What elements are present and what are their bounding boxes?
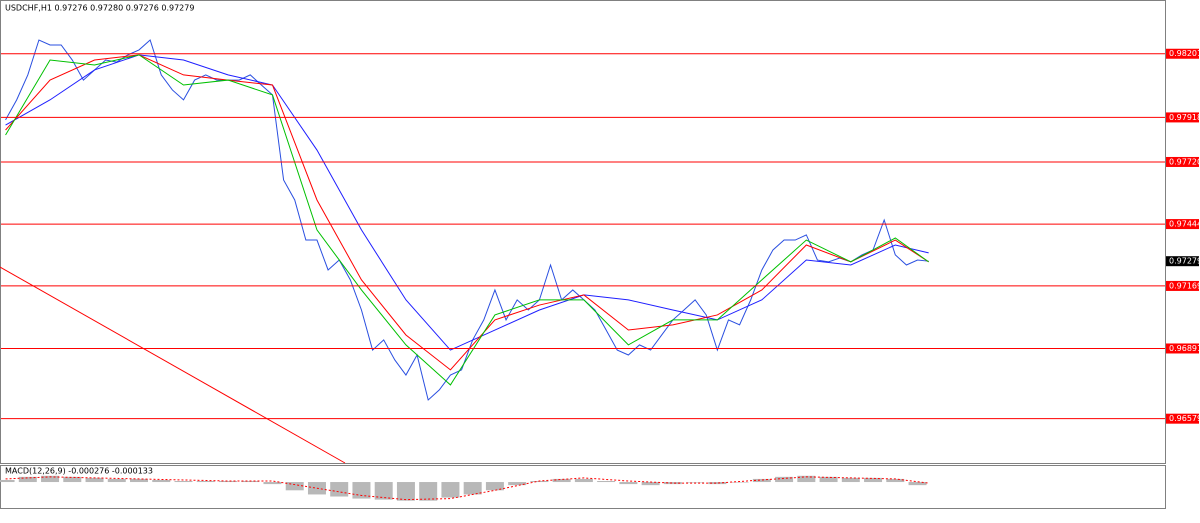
last-price-label: 0.97279 xyxy=(1169,257,1200,266)
labels-layer: 0.98201 0.97918 0.97720 0.97444 0.97169 0.968… xyxy=(1166,48,1200,424)
trend-line xyxy=(0,266,346,464)
macd-bar xyxy=(775,476,794,483)
level-label: 0.97918 xyxy=(1169,113,1200,122)
macd-bar xyxy=(196,481,215,483)
macd-bar xyxy=(508,482,527,486)
main-panel xyxy=(0,0,1166,464)
macd-bar xyxy=(285,482,304,491)
macd-bar xyxy=(641,482,660,486)
macd-bar xyxy=(218,481,237,483)
macd-bar xyxy=(730,482,749,483)
macd-bar xyxy=(0,479,15,483)
level-label-box xyxy=(1166,219,1199,230)
level-label-box xyxy=(1166,156,1199,167)
level-label-box xyxy=(1166,413,1199,424)
macd-bar xyxy=(663,482,682,485)
macd-bar xyxy=(107,478,126,483)
macd-bar xyxy=(686,482,705,483)
macd-bar xyxy=(263,482,282,485)
level-label-box xyxy=(1166,48,1199,59)
level-label-box xyxy=(1166,112,1199,123)
macd-bar xyxy=(708,482,727,485)
macd-bar xyxy=(485,482,504,491)
macd-bar xyxy=(419,482,438,501)
macd-bar xyxy=(241,481,260,483)
macd-bar xyxy=(797,475,816,483)
macd-bar xyxy=(130,478,149,483)
macd-bar xyxy=(396,482,415,501)
level-label: 0.96891 xyxy=(1169,344,1200,353)
moving-average-line xyxy=(5,54,929,386)
macd-bar xyxy=(18,476,37,483)
macd-bar xyxy=(574,478,593,483)
macd-bar xyxy=(597,481,616,483)
macd-bar xyxy=(752,478,771,483)
moving-average-line xyxy=(5,54,929,351)
macd-bar xyxy=(41,475,60,483)
macd-panel xyxy=(0,465,1166,509)
level-label: 0.98201 xyxy=(1169,49,1200,58)
macd-bar xyxy=(530,481,549,483)
macd-bar xyxy=(886,478,905,483)
moving-average-line xyxy=(5,54,929,371)
macd-signal-line xyxy=(5,476,929,501)
level-label-box xyxy=(1166,280,1199,291)
macd-title: MACD(12,26,9) -0.000276 -0.000133 xyxy=(5,467,153,476)
macd-bar xyxy=(85,477,104,483)
level-label: 0.97169 xyxy=(1169,281,1200,290)
marks-layer xyxy=(0,39,1165,501)
level-label: 0.97720 xyxy=(1169,157,1200,166)
macd-bar xyxy=(552,478,571,483)
macd-bar xyxy=(330,482,349,497)
macd-bar xyxy=(374,482,393,500)
last-price-box xyxy=(1166,256,1199,267)
macd-bar xyxy=(174,481,193,483)
macd-bar xyxy=(908,482,927,486)
macd-bar xyxy=(463,482,482,495)
macd-bar xyxy=(352,482,371,499)
macd-bar xyxy=(441,482,460,498)
macd-bar xyxy=(841,477,860,483)
macd-bar xyxy=(63,476,82,483)
macd-bar xyxy=(619,482,638,485)
level-label: 0.96579 xyxy=(1169,414,1200,423)
level-label: 0.97444 xyxy=(1169,220,1200,229)
chart-title: USDCHF,H1 0.97276 0.97280 0.97276 0.9727… xyxy=(5,4,194,13)
macd-bar xyxy=(152,479,171,483)
level-label-box xyxy=(1166,343,1199,354)
macd-bar xyxy=(819,476,838,483)
macd-bar xyxy=(864,477,883,483)
